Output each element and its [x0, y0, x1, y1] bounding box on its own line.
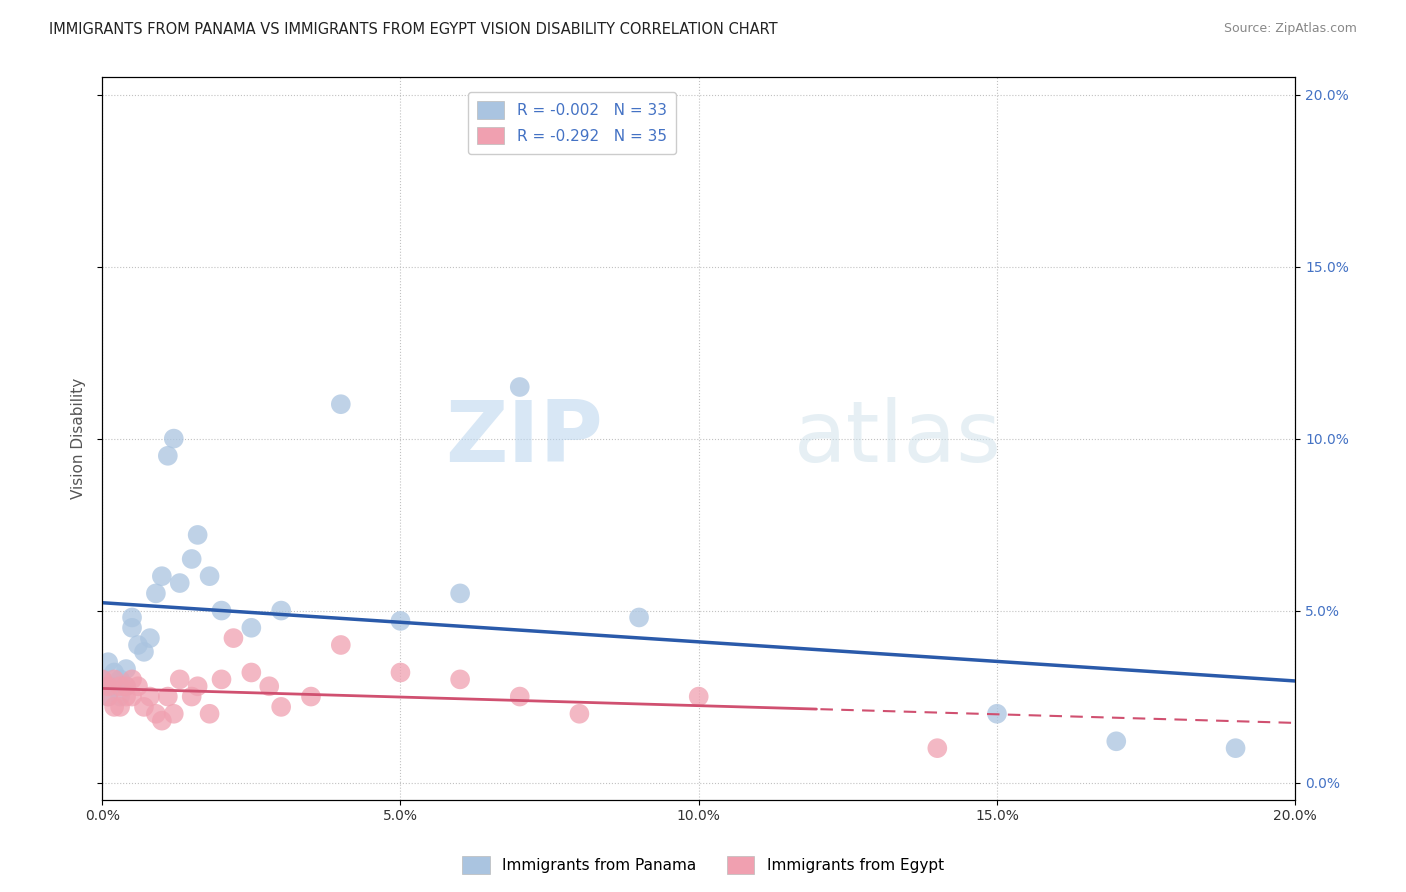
Point	[97, 690, 120, 704]
Point	[91, 673, 114, 687]
Point	[145, 586, 167, 600]
Point	[1105, 734, 1128, 748]
Point	[270, 699, 292, 714]
Point	[688, 690, 710, 704]
Point	[103, 665, 125, 680]
Point	[169, 673, 191, 687]
Point	[108, 673, 131, 687]
Point	[211, 604, 233, 618]
Text: IMMIGRANTS FROM PANAMA VS IMMIGRANTS FROM EGYPT VISION DISABILITY CORRELATION CH: IMMIGRANTS FROM PANAMA VS IMMIGRANTS FRO…	[49, 22, 778, 37]
Point	[156, 449, 179, 463]
Point	[163, 706, 186, 721]
Point	[329, 397, 352, 411]
Point	[628, 610, 651, 624]
Point	[163, 432, 186, 446]
Point	[103, 673, 125, 687]
Legend: R = -0.002   N = 33, R = -0.292   N = 35: R = -0.002 N = 33, R = -0.292 N = 35	[468, 92, 676, 153]
Point	[115, 690, 138, 704]
Text: atlas: atlas	[794, 397, 1002, 480]
Point	[257, 679, 280, 693]
Point	[927, 741, 949, 756]
Point	[103, 679, 125, 693]
Point	[115, 679, 138, 693]
Point	[145, 706, 167, 721]
Point	[139, 690, 162, 704]
Point	[169, 576, 191, 591]
Point	[568, 706, 591, 721]
Point	[986, 706, 1008, 721]
Point	[108, 679, 131, 693]
Point	[187, 528, 209, 542]
Point	[222, 631, 245, 645]
Point	[389, 614, 412, 628]
Point	[97, 690, 120, 704]
Point	[150, 569, 173, 583]
Point	[121, 690, 143, 704]
Point	[211, 673, 233, 687]
Point	[1225, 741, 1247, 756]
Text: Source: ZipAtlas.com: Source: ZipAtlas.com	[1223, 22, 1357, 36]
Point	[115, 662, 138, 676]
Point	[270, 604, 292, 618]
Point	[132, 699, 155, 714]
Point	[449, 586, 471, 600]
Point	[108, 699, 131, 714]
Point	[150, 714, 173, 728]
Point	[132, 645, 155, 659]
Point	[97, 655, 120, 669]
Point	[389, 665, 412, 680]
Point	[156, 690, 179, 704]
Point	[240, 621, 263, 635]
Point	[449, 673, 471, 687]
Point	[127, 638, 149, 652]
Point	[198, 569, 221, 583]
Point	[91, 673, 114, 687]
Point	[198, 706, 221, 721]
Point	[180, 552, 202, 566]
Point	[180, 690, 202, 704]
Legend: Immigrants from Panama, Immigrants from Egypt: Immigrants from Panama, Immigrants from …	[456, 850, 950, 880]
Point	[240, 665, 263, 680]
Point	[139, 631, 162, 645]
Text: ZIP: ZIP	[446, 397, 603, 480]
Point	[299, 690, 322, 704]
Point	[115, 679, 138, 693]
Point	[97, 679, 120, 693]
Point	[121, 673, 143, 687]
Point	[187, 679, 209, 693]
Point	[103, 699, 125, 714]
Y-axis label: Vision Disability: Vision Disability	[72, 378, 86, 500]
Point	[121, 621, 143, 635]
Point	[108, 690, 131, 704]
Point	[127, 679, 149, 693]
Point	[121, 610, 143, 624]
Point	[329, 638, 352, 652]
Point	[509, 380, 531, 394]
Point	[509, 690, 531, 704]
